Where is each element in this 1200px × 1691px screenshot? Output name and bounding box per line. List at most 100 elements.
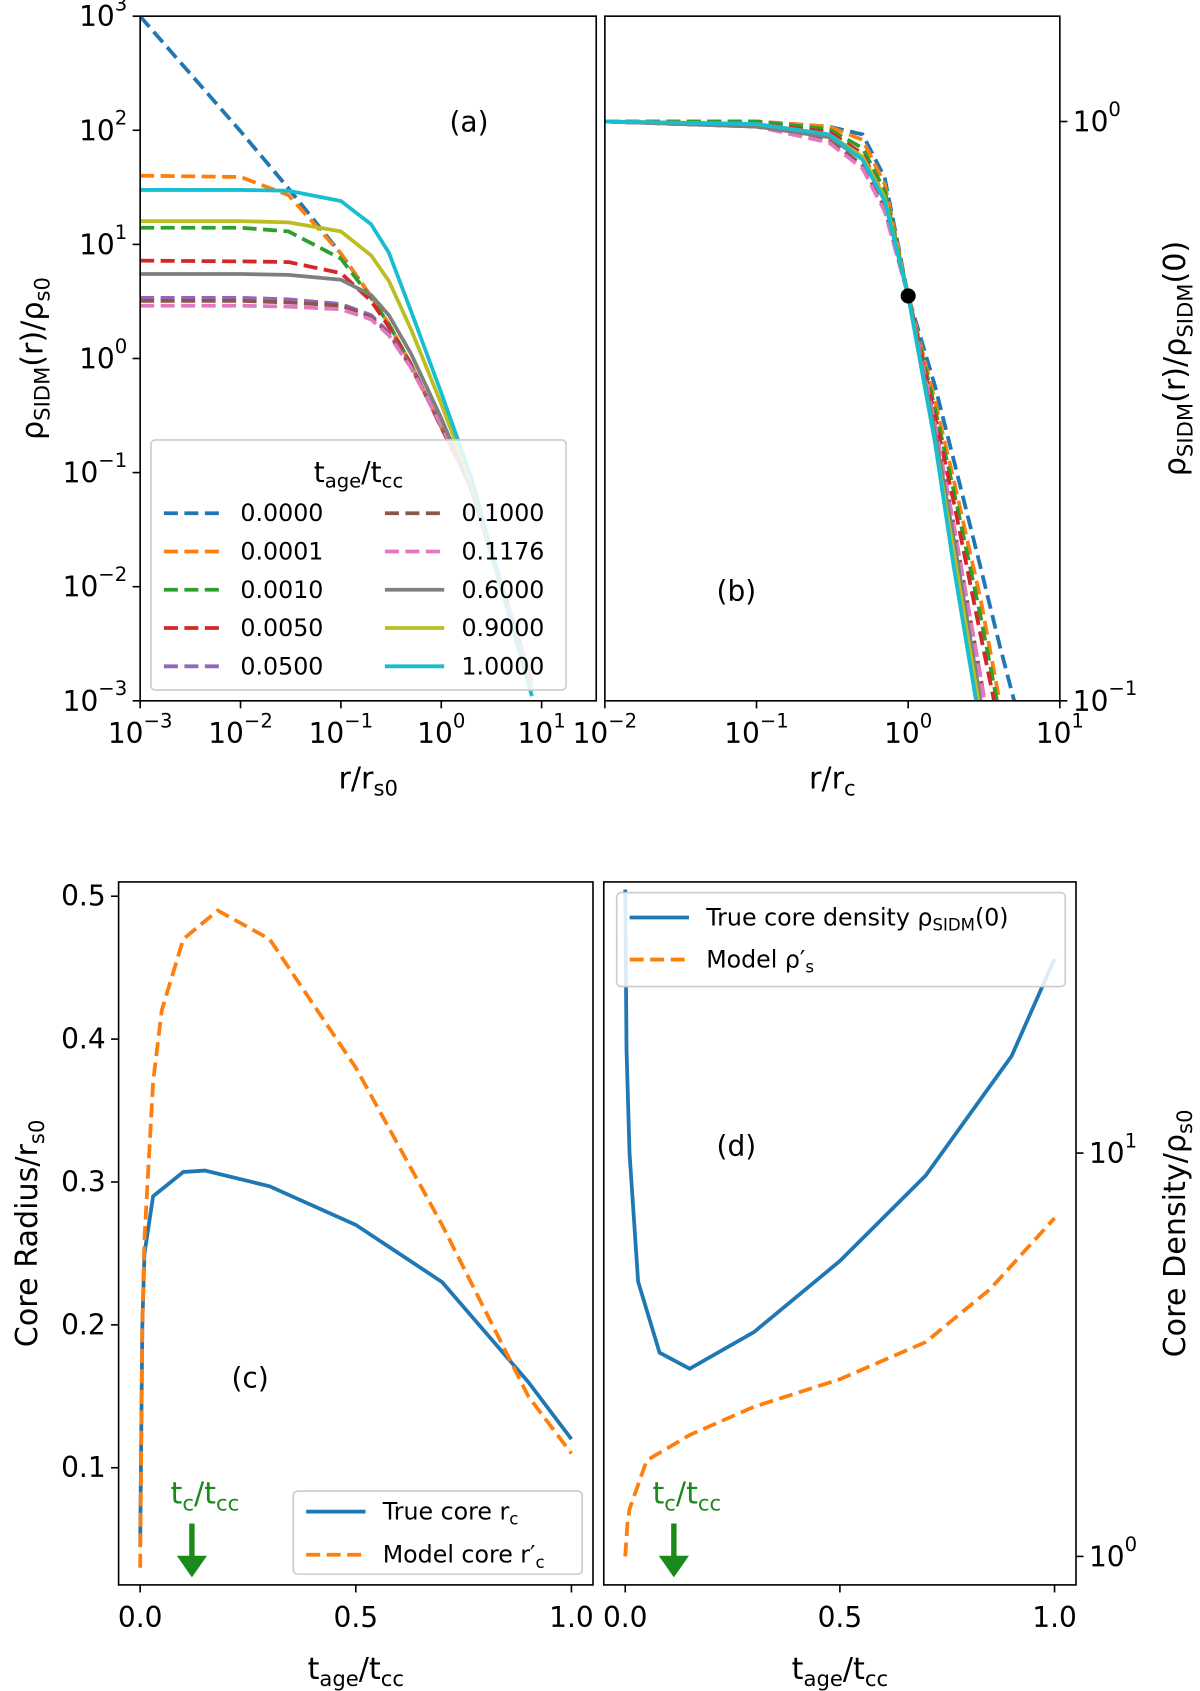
y-tick-label: 10−3	[63, 677, 128, 718]
text-run: t	[652, 1476, 664, 1511]
y-tick-label: 0.5	[61, 880, 106, 913]
text-run: 10	[309, 717, 345, 750]
text-run: s0	[24, 1120, 49, 1144]
text-run: Model core r′	[383, 1541, 536, 1569]
text-run: 10	[79, 0, 115, 33]
marker-arrowhead	[176, 1555, 208, 1578]
text-run: 2	[115, 106, 127, 129]
y-tick-label: 101	[1089, 1129, 1137, 1170]
text-run: 1	[553, 709, 565, 732]
text-run: 10	[573, 717, 609, 750]
legend-label: True core rc	[382, 1498, 519, 1529]
text-run: 10	[79, 228, 115, 261]
legend-label: 0.0010	[240, 576, 323, 604]
text-run: cc	[381, 1666, 404, 1691]
text-run: 10	[518, 717, 554, 750]
text-run: c	[844, 775, 856, 800]
text-run: t	[792, 1652, 804, 1687]
text-run: 10	[1073, 684, 1109, 717]
text-run: 1	[1071, 709, 1083, 732]
text-run: (r)/ρ	[15, 301, 50, 366]
text-run: /t	[676, 1476, 698, 1511]
y-tick-label: 101	[79, 220, 127, 261]
text-run: 10	[208, 717, 244, 750]
text-run: −2	[608, 709, 637, 732]
panel-label: (a)	[449, 105, 488, 138]
text-run: 10	[1089, 1137, 1125, 1170]
text-run: /t	[361, 456, 381, 489]
axes-frame	[139, 15, 598, 702]
text-run: age	[319, 1666, 358, 1691]
text-run: cc	[865, 1666, 888, 1691]
axes-frame	[117, 881, 594, 1586]
text-run: SIDM	[1172, 403, 1197, 457]
text-run: 1	[1125, 1129, 1137, 1152]
series-line	[604, 119, 1017, 701]
x-axis-label: tage/tcc	[792, 1652, 888, 1691]
axes-frame	[602, 881, 1077, 1586]
marker-arrowhead	[658, 1555, 689, 1578]
text-run: 10	[1073, 105, 1109, 138]
axes-frame	[604, 15, 1061, 702]
text-run: 0	[1108, 97, 1120, 120]
text-run: SIDM	[932, 915, 975, 934]
text-run: 10	[63, 570, 99, 603]
x-tick-label: 0.0	[118, 1601, 163, 1634]
x-tick-label: 0.5	[334, 1601, 379, 1634]
text-run: 0	[115, 334, 127, 357]
marker-label: tc/tcc	[171, 1476, 240, 1515]
text-run: /t	[359, 1652, 381, 1687]
legend-label: 0.0000	[240, 499, 323, 527]
text-run: −1	[98, 448, 127, 471]
series-line	[623, 889, 1057, 1371]
text-run: t	[308, 1652, 320, 1687]
text-run: 10	[79, 342, 115, 375]
text-run: cc	[698, 1490, 721, 1515]
text-run: True core r	[382, 1498, 510, 1526]
x-axis-label: r/rs0	[338, 761, 397, 800]
text-run: Core Radius/r	[9, 1143, 44, 1347]
text-run: −2	[244, 709, 273, 732]
text-run: t	[314, 456, 325, 489]
text-run: (0)	[975, 904, 1009, 932]
text-run: c	[664, 1490, 676, 1515]
text-run: 10	[417, 717, 453, 750]
y-tick-label: 0.4	[61, 1023, 106, 1056]
text-run: 0	[1125, 1532, 1137, 1555]
legend-box	[615, 891, 1067, 988]
x-tick-label: 10−3	[108, 709, 173, 750]
text-run: s	[805, 957, 814, 976]
text-run: 0	[920, 709, 932, 732]
legend-label: 0.9000	[461, 614, 544, 642]
legend-title: tage/tcc	[314, 456, 404, 492]
x-tick-label: 100	[417, 709, 465, 750]
x-axis-label: r/rc	[809, 761, 856, 800]
text-run: 3	[115, 0, 127, 15]
series-line	[604, 119, 983, 701]
text-run: ρ	[1158, 457, 1193, 476]
text-run: −3	[144, 709, 173, 732]
legend-label: 0.1000	[461, 499, 544, 527]
y-tick-label: 100	[79, 334, 127, 375]
x-tick-label: 101	[518, 709, 566, 750]
series-line	[604, 119, 1002, 701]
text-run: s0	[1172, 1109, 1197, 1133]
text-run: ρ	[15, 421, 50, 440]
x-tick-label: 10−2	[573, 709, 638, 750]
plot-area	[604, 119, 1017, 701]
text-run: cc	[216, 1490, 239, 1515]
y-tick-label: 0.3	[61, 1165, 106, 1198]
text-run: c	[509, 1509, 518, 1528]
text-run: s0	[373, 775, 397, 800]
text-run: r/r	[338, 761, 374, 796]
x-tick-label: 100	[884, 709, 932, 750]
text-run: age	[804, 1666, 843, 1691]
text-run: 10	[1089, 1540, 1125, 1573]
text-run: c	[182, 1490, 194, 1515]
y-axis-label: Core Radius/rs0	[9, 1120, 48, 1348]
legend-label: 1.0000	[461, 652, 544, 680]
text-run: /t	[194, 1476, 216, 1511]
series-line	[138, 908, 573, 1568]
text-run: −1	[1108, 677, 1137, 700]
